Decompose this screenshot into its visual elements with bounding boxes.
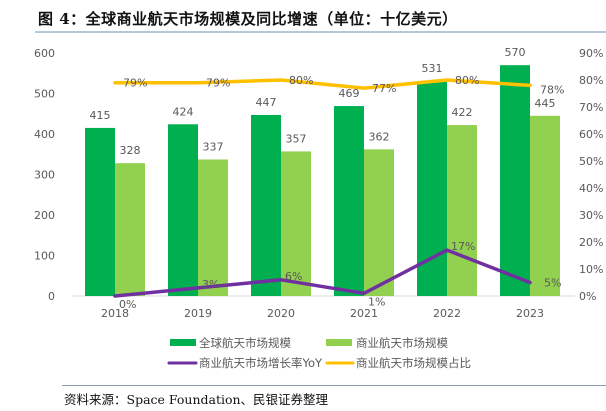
bar-data-label: 422 bbox=[452, 106, 473, 119]
bar-global bbox=[168, 124, 198, 296]
chart: 0 100 200 300 400 500 600 0% 10% 20% 30% 40% 50% 60%… bbox=[34, 46, 603, 370]
x-tick-label: 2018 bbox=[101, 307, 129, 320]
figure-title: 图 4：全球商业航天市场规模及同比增速（单位：十亿美元） bbox=[38, 10, 458, 28]
y-right-tick-label: 80% bbox=[579, 74, 603, 87]
legend-item-yoy: 商业航天市场增长率YoY bbox=[167, 356, 323, 370]
source-note: 资料来源：Space Foundation、民银证券整理 bbox=[64, 392, 329, 407]
legend-label-yoy: 商业航天市场增长率YoY bbox=[199, 356, 323, 370]
bar-data-label: 531 bbox=[422, 62, 443, 75]
x-tick-label: 2020 bbox=[267, 307, 295, 320]
yoy-line bbox=[113, 248, 532, 298]
yoy-data-label: 6% bbox=[285, 270, 302, 283]
ratio-data-label: 77% bbox=[372, 82, 396, 95]
y-right-tick-label: 30% bbox=[579, 209, 603, 222]
y-left-tick-label: 300 bbox=[34, 169, 55, 182]
bar-data-label: 469 bbox=[339, 87, 360, 100]
legend-swatch-commercial bbox=[326, 339, 352, 346]
y-right-tick-label: 0% bbox=[579, 290, 596, 303]
bar-global bbox=[85, 127, 115, 296]
bar-commercial bbox=[115, 163, 145, 296]
y-left-tick-label: 500 bbox=[34, 88, 55, 101]
yoy-data-label: 0% bbox=[119, 298, 136, 311]
bar-commercial bbox=[530, 115, 560, 297]
legend-label-ratio: 商业航天市场规模占比 bbox=[356, 356, 471, 370]
bar-data-label: 447 bbox=[256, 96, 277, 109]
y-left-tick-label: 100 bbox=[34, 250, 55, 263]
y-right-tick-label: 20% bbox=[579, 236, 603, 249]
x-tick-label: 2021 bbox=[350, 307, 378, 320]
ratio-data-label: 79% bbox=[206, 77, 230, 90]
legend: 全球航天市场规模 商业航天市场规模 商业航天市场增长率YoY 商业航天市场规模占… bbox=[167, 336, 471, 370]
yoy-data-label: 5% bbox=[544, 277, 561, 290]
ratio-data-label: 80% bbox=[289, 74, 313, 87]
y-left-tick-label: 0 bbox=[48, 290, 55, 303]
bar-global bbox=[251, 114, 281, 296]
legend-label-commercial: 商业航天市场规模 bbox=[356, 336, 448, 350]
legend-label-global: 全球航天市场规模 bbox=[199, 336, 291, 350]
bar-global bbox=[500, 65, 530, 297]
ratio-data-label: 78% bbox=[540, 83, 564, 96]
bar-commercial bbox=[364, 149, 394, 296]
bar-commercial bbox=[281, 151, 311, 296]
bar-commercial bbox=[447, 125, 477, 296]
line-labels: 0% 3% 6% 1% 17% 5% 79% 79% 80% 77% 80% 78% bbox=[119, 74, 564, 311]
bar-data-label: 337 bbox=[203, 141, 224, 154]
legend-swatch-global bbox=[170, 339, 196, 346]
y-left-tick-label: 200 bbox=[34, 209, 55, 222]
y-right-tick-label: 70% bbox=[579, 101, 603, 114]
x-tick-label: 2022 bbox=[433, 307, 461, 320]
y-axis-left: 0 100 200 300 400 500 600 bbox=[34, 47, 55, 303]
bar-global bbox=[334, 106, 364, 297]
footer-divider bbox=[62, 385, 606, 386]
y-right-tick-label: 10% bbox=[579, 263, 603, 276]
x-tick-label: 2023 bbox=[516, 307, 544, 320]
y-right-tick-label: 40% bbox=[579, 182, 603, 195]
y-left-tick-label: 600 bbox=[34, 47, 55, 60]
bar-data-label: 415 bbox=[90, 109, 111, 122]
ratio-line bbox=[113, 78, 532, 90]
yoy-data-label: 1% bbox=[368, 295, 385, 308]
yoy-data-label: 3% bbox=[202, 278, 219, 291]
ratio-data-label: 79% bbox=[123, 77, 147, 90]
y-right-tick-label: 60% bbox=[579, 128, 603, 141]
y-right-tick-label: 90% bbox=[579, 47, 603, 60]
bar-data-label: 424 bbox=[173, 105, 194, 118]
ratio-data-label: 80% bbox=[455, 74, 479, 87]
x-axis-labels: 2018 2019 2020 2021 2022 2023 bbox=[101, 307, 544, 320]
legend-item-ratio: 商业航天市场规模占比 bbox=[325, 356, 471, 370]
legend-item-commercial: 商业航天市场规模 bbox=[326, 336, 448, 350]
bar-data-label: 362 bbox=[369, 130, 390, 143]
bar-data-label: 357 bbox=[286, 132, 307, 145]
legend-item-global: 全球航天市场规模 bbox=[170, 336, 291, 350]
bar-data-label: 328 bbox=[120, 144, 141, 157]
bar-data-label: 445 bbox=[535, 97, 556, 110]
bar-global bbox=[417, 80, 447, 296]
y-axis-right: 0% 10% 20% 30% 40% 50% 60% 70% 80% 90% bbox=[579, 47, 603, 303]
bar-commercial bbox=[198, 159, 228, 296]
bars bbox=[85, 65, 560, 297]
bar-labels: 415 424 447 469 531 570 328 337 357 362 422 445 bbox=[90, 46, 556, 157]
y-right-tick-label: 50% bbox=[579, 155, 603, 168]
y-left-tick-label: 400 bbox=[34, 128, 55, 141]
x-tick-label: 2019 bbox=[184, 307, 212, 320]
yoy-data-label: 17% bbox=[451, 240, 475, 253]
lines bbox=[113, 78, 532, 298]
bar-data-label: 570 bbox=[505, 46, 526, 59]
title-divider bbox=[35, 31, 606, 33]
